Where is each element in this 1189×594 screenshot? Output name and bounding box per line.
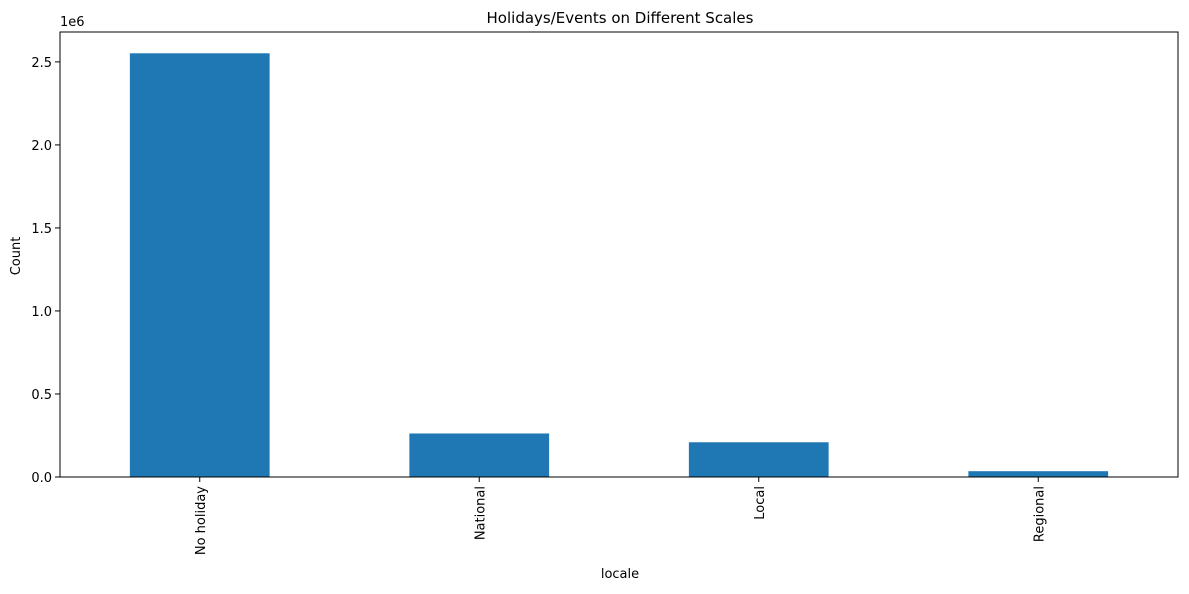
bar-no-holiday — [129, 53, 270, 477]
bar-regional — [968, 471, 1109, 477]
y-axis-label: Count — [9, 237, 24, 276]
chart-title: Holidays/Events on Different Scales — [487, 9, 754, 27]
x-tick-label: Local — [753, 486, 768, 520]
x-tick-label: No holiday — [194, 486, 209, 555]
bars-group — [129, 53, 1109, 477]
y-tick-label: 0.0 — [31, 471, 52, 486]
bar-national — [409, 433, 550, 477]
y-tick-label: 0.5 — [31, 388, 52, 403]
x-tick-label: National — [473, 486, 488, 540]
x-tick-label: Regional — [1032, 486, 1047, 542]
x-axis-label: locale — [601, 567, 639, 582]
y-tick-label: 2.0 — [31, 139, 52, 154]
y-axis-offset-label: 1e6 — [60, 15, 85, 30]
plot-frame — [59, 31, 1179, 478]
bar-local — [688, 442, 829, 477]
y-tick-label: 2.5 — [31, 56, 52, 71]
axes-group: No holiday National Local Regional 0.0 0.5 1.0… — [31, 31, 1179, 555]
y-tick-label: 1.5 — [31, 222, 52, 237]
y-tick-label: 1.0 — [31, 305, 52, 320]
